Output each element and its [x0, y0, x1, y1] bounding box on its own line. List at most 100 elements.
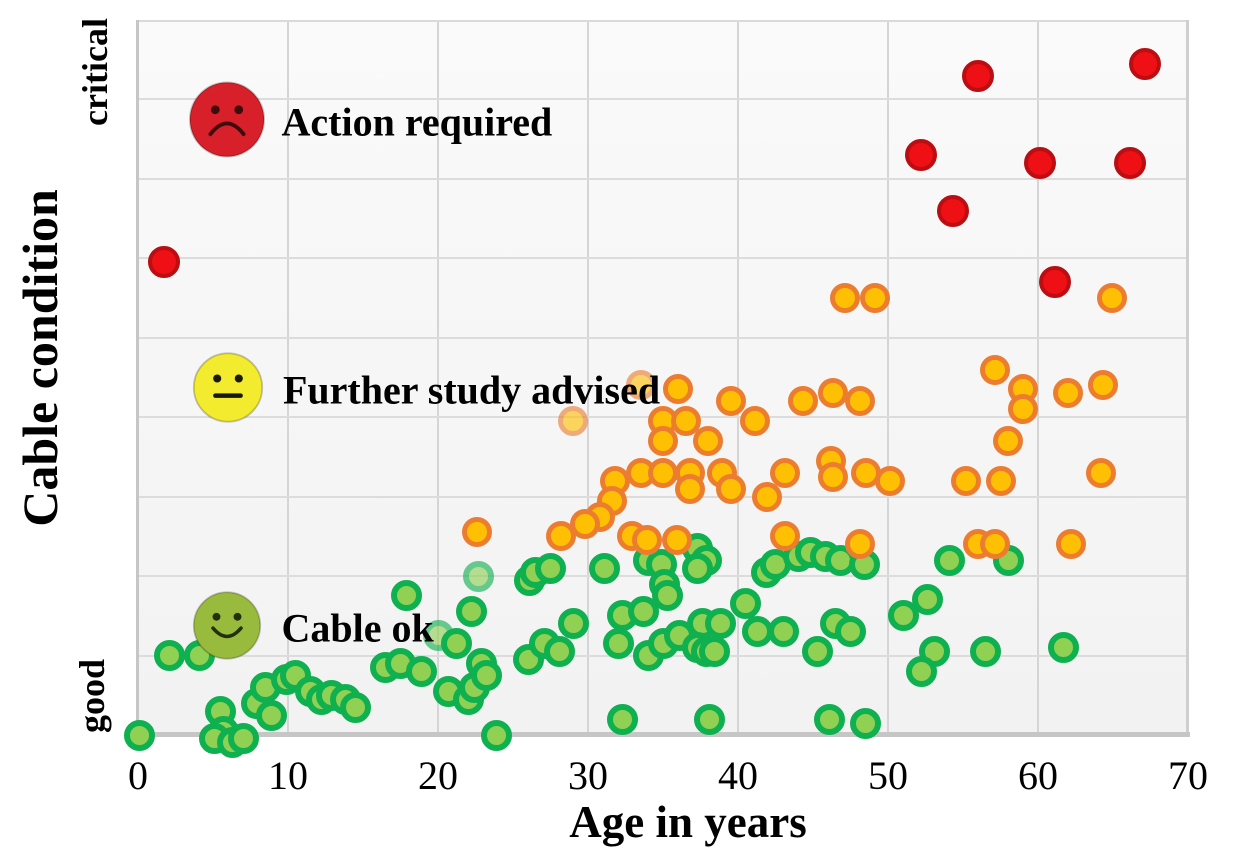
- data-point-further_study: [631, 525, 662, 556]
- gridline-vertical: [737, 20, 739, 735]
- data-point-further_study: [625, 370, 656, 401]
- data-point-cable_ok: [535, 552, 566, 584]
- data-point-cable_ok: [911, 584, 943, 616]
- data-point-cable_ok: [704, 608, 736, 640]
- gridline-horizontal: [138, 98, 1188, 101]
- data-point-cable_ok: [440, 628, 472, 660]
- gridline-vertical: [287, 20, 289, 735]
- plot-area: Action required Further study advised Cabl…: [124, 20, 1190, 759]
- data-point-further_study: [979, 354, 1010, 385]
- data-point-further_study: [829, 283, 860, 314]
- data-point-further_study: [1086, 457, 1116, 488]
- gridline-horizontal: [138, 177, 1188, 180]
- data-point-cable_ok: [340, 691, 371, 723]
- data-point-action_required: [1113, 147, 1146, 180]
- data-point-action_required: [936, 194, 969, 227]
- gridline-horizontal: [138, 257, 1188, 260]
- data-point-action_required: [1128, 47, 1161, 80]
- data-point-cable_ok: [698, 636, 730, 668]
- data-point-cable_ok: [256, 699, 287, 731]
- data-point-further_study: [844, 529, 875, 560]
- data-point-further_study: [769, 457, 800, 488]
- data-point-further_study: [1056, 529, 1086, 560]
- data-point-further_study: [1008, 394, 1038, 425]
- x-tick-label: 60: [1018, 753, 1058, 798]
- gridline-vertical: [1037, 20, 1039, 735]
- data-point-further_study: [844, 386, 875, 417]
- data-point-further_study: [979, 529, 1010, 560]
- data-point-further_study: [648, 457, 678, 488]
- data-point-cable_ok: [227, 723, 259, 755]
- data-point-further_study: [693, 426, 723, 457]
- data-point-cable_ok: [589, 552, 620, 584]
- data-point-cable_ok: [694, 703, 725, 735]
- data-point-further_study: [769, 521, 800, 552]
- data-point-cable_ok: [970, 636, 1001, 668]
- data-point-cable_ok: [602, 628, 634, 660]
- data-point-further_study: [1053, 378, 1083, 409]
- data-point-cable_ok: [887, 600, 919, 632]
- data-point-further_study: [751, 481, 782, 512]
- legend-label: Cable ok: [281, 605, 434, 651]
- y-tick-label-critical: critical: [75, 18, 115, 126]
- data-point-further_study: [1096, 283, 1127, 314]
- smile-face-icon: [192, 590, 262, 665]
- x-tick-label: 30: [568, 753, 608, 798]
- data-point-action_required: [962, 59, 994, 92]
- plot-edge-right: [1186, 20, 1189, 735]
- x-axis-title: Age in years: [569, 797, 807, 847]
- data-point-further_study: [985, 465, 1016, 496]
- data-point-cable_ok: [905, 655, 937, 687]
- axis-line-bottom: [136, 732, 1190, 737]
- data-point-further_study: [874, 465, 905, 496]
- data-point-cable_ok: [814, 703, 845, 735]
- data-point-cable_ok: [802, 636, 833, 668]
- y-tick-label-good: good: [72, 658, 112, 734]
- x-tick-label: 50: [868, 753, 908, 798]
- data-point-further_study: [462, 517, 492, 548]
- legend-label: Further study advised: [283, 367, 661, 413]
- data-point-cable_ok: [850, 707, 881, 739]
- data-point-action_required: [147, 246, 180, 279]
- data-point-cable_ok: [154, 640, 185, 672]
- data-point-cable_ok: [406, 655, 437, 687]
- data-point-further_study: [1087, 370, 1118, 401]
- x-tick-label: 70: [1168, 753, 1208, 798]
- data-point-further_study: [663, 374, 693, 405]
- data-point-further_study: [817, 378, 848, 409]
- data-point-further_study: [715, 473, 746, 504]
- data-point-cable_ok: [557, 608, 589, 640]
- data-point-cable_ok: [463, 560, 494, 592]
- data-point-further_study: [739, 406, 770, 437]
- data-point-further_study: [661, 525, 692, 556]
- axis-line-left: [136, 20, 139, 738]
- gridline-horizontal: [138, 336, 1188, 339]
- data-point-action_required: [1038, 266, 1071, 299]
- x-tick-label: 40: [718, 753, 758, 798]
- data-point-cable_ok: [544, 636, 575, 668]
- data-point-further_study: [558, 406, 588, 437]
- legend-label: Action required: [281, 99, 553, 145]
- data-point-cable_ok: [835, 616, 866, 648]
- gridline-vertical: [437, 20, 439, 735]
- x-tick-label: 0: [128, 753, 148, 798]
- data-point-cable_ok: [607, 703, 638, 735]
- data-point-further_study: [546, 521, 576, 552]
- gridline-vertical: [587, 20, 589, 735]
- data-point-cable_ok: [934, 544, 965, 576]
- data-point-cable_ok: [470, 659, 502, 691]
- data-point-cable_ok: [481, 719, 512, 751]
- x-tick-label: 20: [418, 753, 458, 798]
- data-point-further_study: [951, 465, 981, 496]
- data-point-action_required: [1023, 147, 1056, 180]
- frown-face-icon: [188, 80, 266, 163]
- data-point-further_study: [675, 473, 705, 504]
- data-point-cable_ok: [124, 719, 155, 751]
- data-point-cable_ok: [628, 596, 659, 628]
- data-point-further_study: [787, 386, 818, 417]
- gridline-vertical: [887, 20, 889, 735]
- data-point-cable_ok: [1048, 632, 1079, 664]
- data-point-further_study: [648, 426, 678, 457]
- data-point-cable_ok: [391, 580, 422, 612]
